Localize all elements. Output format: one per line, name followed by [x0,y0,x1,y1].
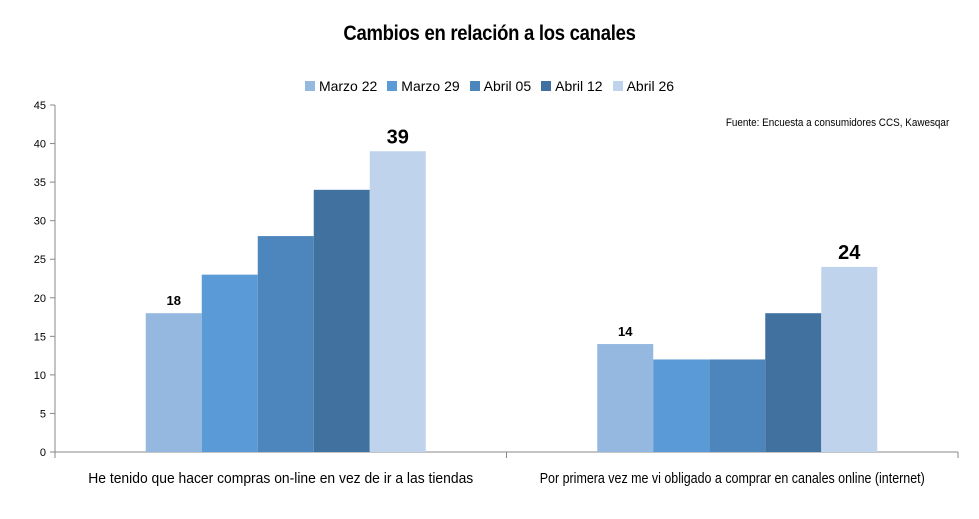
bar [201,274,258,452]
y-tick-label: 40 [34,139,46,151]
data-label: 18 [167,293,181,308]
legend-item: Marzo 29 [387,78,460,94]
bar [653,359,710,452]
legend-label: Abril 12 [555,78,603,94]
bar [257,236,314,452]
bar [369,151,426,452]
data-label: 14 [618,324,633,339]
y-tick-label: 20 [34,293,46,305]
bar [765,313,822,452]
source-annotation: Fuente: Encuesta a consumidores CCS, Kaw… [725,117,949,129]
y-tick-label: 5 [40,408,46,420]
legend: Marzo 22 Marzo 29 Abril 05 Abril 12 Abril 26 [0,78,979,94]
legend-item: Abril 05 [469,78,532,94]
y-tick-label: 30 [34,216,46,228]
bar [313,189,370,453]
x-category-label: Por primera vez me vi obligado a comprar… [540,470,925,487]
bar [597,344,654,452]
bar [709,359,766,452]
legend-label: Marzo 22 [318,78,378,94]
x-category-label: He tenido que hacer compras on-line en v… [88,470,473,487]
legend-label: Marzo 29 [401,78,460,94]
legend-swatch [387,81,398,91]
bar [145,313,202,452]
legend-item: Abril 12 [541,78,603,94]
data-label: 24 [838,242,861,264]
y-tick-label: 45 [34,100,46,112]
legend-swatch [469,81,480,91]
y-tick-label: 15 [34,331,46,343]
chart-title: Cambios en relación a los canales [343,22,636,45]
y-tick-label: 10 [34,370,46,382]
legend-label: Abril 26 [626,78,675,94]
y-tick-label: 25 [34,254,46,266]
y-tick-label: 35 [34,177,46,189]
bar [821,266,878,452]
legend-item: Marzo 22 [304,78,378,94]
legend-label: Abril 05 [483,78,532,94]
y-tick-label: 0 [40,447,46,459]
legend-swatch [541,81,552,91]
legend-swatch [612,81,623,91]
data-label: 39 [387,126,409,148]
legend-item: Abril 26 [612,78,675,94]
legend-swatch [304,81,315,91]
